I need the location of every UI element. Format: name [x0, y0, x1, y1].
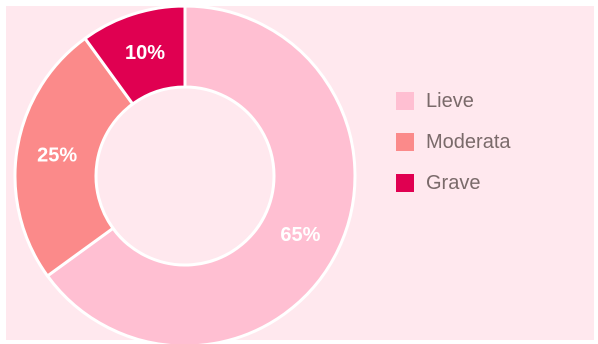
legend: Lieve Moderata Grave: [396, 90, 511, 213]
donut-slice-grave[interactable]: [82, 4, 187, 107]
legend-label-moderata: Moderata: [426, 130, 511, 153]
donut-slices: [13, 4, 357, 344]
data-label-lieve: 65%: [280, 224, 320, 246]
legend-swatch-lieve: [396, 92, 414, 110]
data-label-moderata: 25%: [37, 145, 77, 167]
data-label-grave: 10%: [125, 42, 165, 64]
legend-label-grave: Grave: [426, 171, 481, 194]
legend-item-moderata[interactable]: Moderata: [396, 131, 511, 153]
legend-swatch-moderata: [396, 133, 414, 151]
legend-item-grave[interactable]: Grave: [396, 172, 511, 194]
donut-slice-moderata[interactable]: [13, 36, 135, 279]
legend-item-lieve[interactable]: Lieve: [396, 90, 511, 112]
donut-slice-lieve[interactable]: [45, 4, 357, 344]
legend-label-lieve: Lieve: [426, 89, 474, 112]
donut-data-labels: 65% 25% 10%: [37, 42, 321, 246]
legend-swatch-grave: [396, 174, 414, 192]
